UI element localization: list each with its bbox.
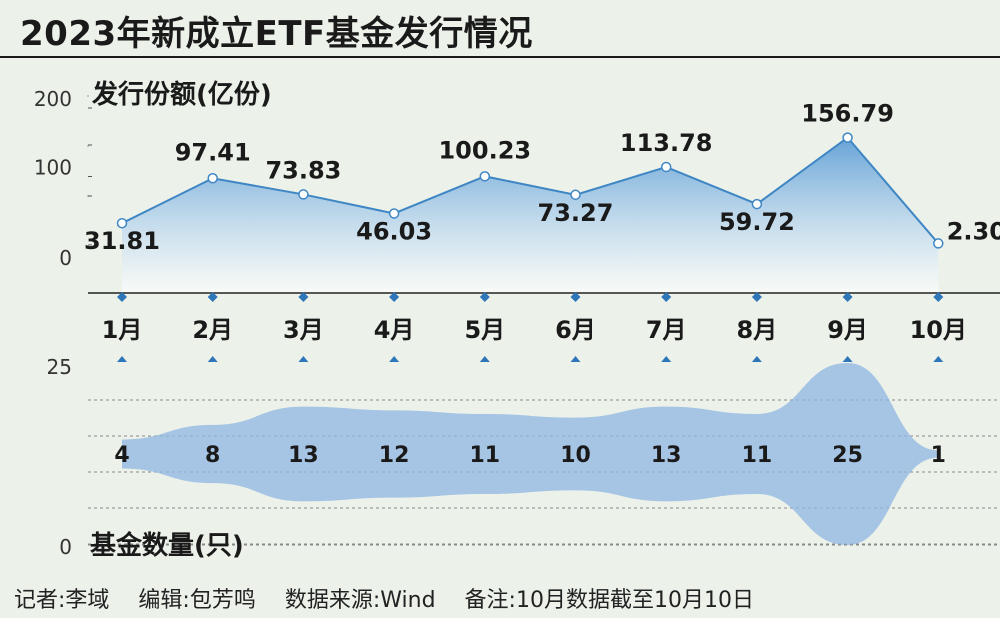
issuance-point [479,171,491,182]
issuance-point [751,198,763,210]
month-marker-top [298,292,309,302]
month-marker-bottom [298,356,309,362]
month-marker-top [933,292,944,302]
month-marker-top [207,292,218,302]
month-marker-bottom [117,356,127,362]
month-label: 7月 [646,316,687,344]
month-marker-bottom [570,356,581,362]
month-label: 3月 [283,316,324,344]
fund-count-label: 11 [742,443,773,468]
count-stream [122,363,939,545]
month-label: 10月 [910,316,967,344]
issuance-point [298,189,309,200]
title-divider [0,56,1000,58]
fund-count-stream [122,363,939,545]
issuance-point [207,173,218,184]
fund-count-label: 8 [205,443,220,468]
bottom-y-tick-label: 25 [47,355,72,379]
month-label: 4月 [374,316,415,344]
fund-count-label: 13 [651,443,682,468]
bottom-y-axis-title: 基金数量(只) [90,530,244,561]
fund-count-label: 25 [832,443,863,468]
issuance-value-label: 113.78 [620,129,713,157]
footer-source: 数据来源:Wind [284,588,436,613]
month-label: 8月 [737,316,778,344]
fund-count-label: 4 [114,443,129,468]
top-y-axis-title: 发行份额(亿份) [91,79,272,110]
bottom-y-tick-label: 0 [59,535,72,559]
top-y-tick-label: 0 [59,246,72,270]
fund-count-label: 13 [288,443,319,468]
fund-count-label: 1 [931,443,946,468]
month-marker-top [570,292,581,302]
marks: 31.81 97.41 73.83 46.03 100.23 73.27 113.78 59.… [84,100,1000,468]
month-marker-top [842,292,853,302]
fund-count-label: 12 [379,443,410,468]
issuance-area-fill [122,137,939,293]
chart-title: 2023年新成立ETF基金发行情况 [20,14,533,54]
month-marker-bottom [842,356,853,362]
axes: 0 100 200 发行份额(亿份) 25 0 基金数量(只) [34,79,1000,561]
issuance-point [570,189,581,201]
month-marker-top [389,292,400,302]
issuance-value-label: 46.03 [356,217,432,245]
issuance-line [121,136,940,245]
month-marker-top [117,292,127,302]
issuance-value-label: 73.27 [538,199,614,227]
month-label: 2月 [192,316,233,344]
issuance-value-label: 156.79 [801,100,894,128]
issuance-value-label: 31.81 [84,227,160,255]
month-label: 6月 [555,316,596,344]
issuance-value-label: 2.30 [947,217,1000,245]
footer: 记者:李域 编辑:包芳鸣 数据来源:Wind 备注:10月数据截至10月10日 [14,582,776,614]
month-marker-bottom [207,356,218,362]
issuance-value-label: 59.72 [719,208,795,236]
issuance-point [933,238,944,249]
month-label: 5月 [464,316,505,344]
issuance-point [388,208,400,219]
issuance-value-label: 97.41 [175,138,251,166]
issuance-point [660,161,672,173]
top-y-tick-label: 100 [34,156,72,180]
issuance-point [116,217,128,229]
month-marker-bottom [751,356,762,362]
month-label: 9月 [827,316,868,344]
footer-reporter: 记者:李域 [14,588,110,613]
month-marker-bottom [389,356,400,362]
issuance-value-label: 73.83 [265,156,341,184]
month-marker-top [751,292,762,302]
fund-count-label: 11 [469,443,500,468]
month-marker-bottom [661,356,672,362]
fund-count-label: 10 [560,443,591,468]
month-marker-bottom [933,356,944,362]
issuance-value-label: 100.23 [438,136,531,164]
chart-canvas: 0 100 200 发行份额(亿份) 25 0 基金数量(只) 31.81 97.41 73.8… [34,79,1000,561]
top-y-tick-label: 200 [34,87,72,111]
month-label: 1月 [102,316,143,344]
footer-editor: 编辑:包芳鸣 [138,588,256,613]
issuance-area [121,136,940,293]
footer-note: 备注:10月数据截至10月10日 [464,588,754,613]
issuance-point [842,132,853,143]
month-marker-top [479,292,490,302]
month-marker-bottom [479,356,490,362]
month-marker-top [661,292,672,302]
